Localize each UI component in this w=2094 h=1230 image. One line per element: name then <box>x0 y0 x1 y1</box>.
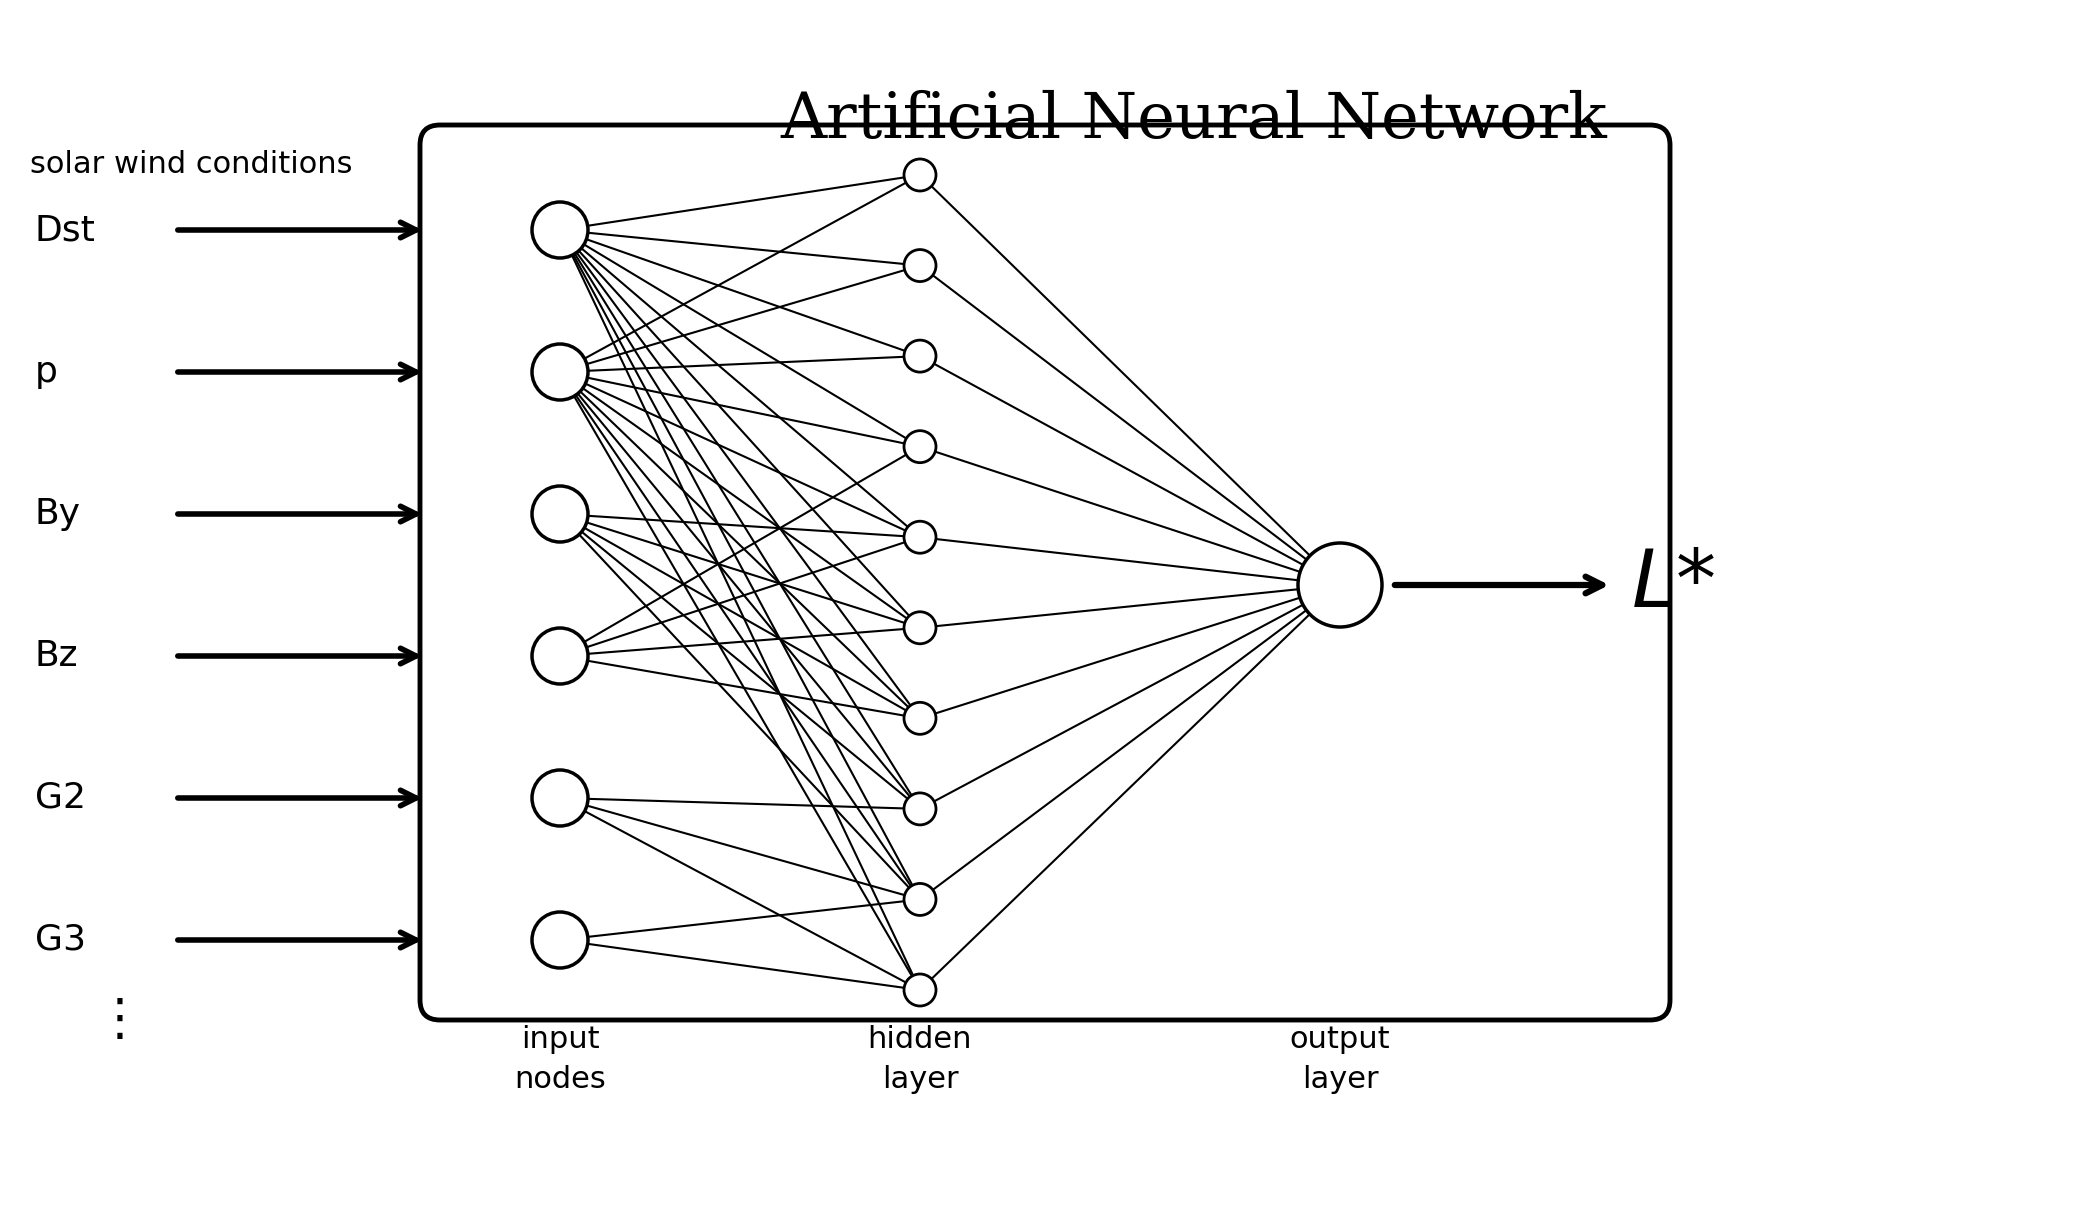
Circle shape <box>532 911 588 968</box>
Text: L*: L* <box>1631 546 1717 624</box>
Circle shape <box>905 159 936 191</box>
Circle shape <box>905 611 936 643</box>
Circle shape <box>1298 542 1382 627</box>
Text: ⋮: ⋮ <box>94 996 144 1044</box>
Text: output: output <box>1290 1025 1390 1054</box>
Circle shape <box>905 974 936 1006</box>
Circle shape <box>532 202 588 258</box>
Text: Artificial Neural Network: Artificial Neural Network <box>781 90 1606 151</box>
Circle shape <box>905 793 936 825</box>
Text: By: By <box>36 497 82 531</box>
Text: input: input <box>521 1025 599 1054</box>
Text: p: p <box>36 355 59 389</box>
Text: solar wind conditions: solar wind conditions <box>29 150 352 180</box>
Text: hidden: hidden <box>867 1025 972 1054</box>
Text: nodes: nodes <box>515 1065 605 1093</box>
Text: G2: G2 <box>36 781 86 815</box>
Circle shape <box>905 430 936 462</box>
Text: Bz: Bz <box>36 640 77 673</box>
Text: G3: G3 <box>36 922 86 957</box>
Circle shape <box>905 341 936 373</box>
Text: Dst: Dst <box>36 213 96 247</box>
Circle shape <box>905 250 936 282</box>
Circle shape <box>532 344 588 400</box>
Circle shape <box>905 522 936 554</box>
Circle shape <box>532 770 588 827</box>
FancyBboxPatch shape <box>421 125 1671 1020</box>
Text: layer: layer <box>1302 1065 1378 1093</box>
Circle shape <box>905 883 936 915</box>
Circle shape <box>532 486 588 542</box>
Circle shape <box>905 702 936 734</box>
Circle shape <box>532 629 588 684</box>
Text: layer: layer <box>882 1065 959 1093</box>
